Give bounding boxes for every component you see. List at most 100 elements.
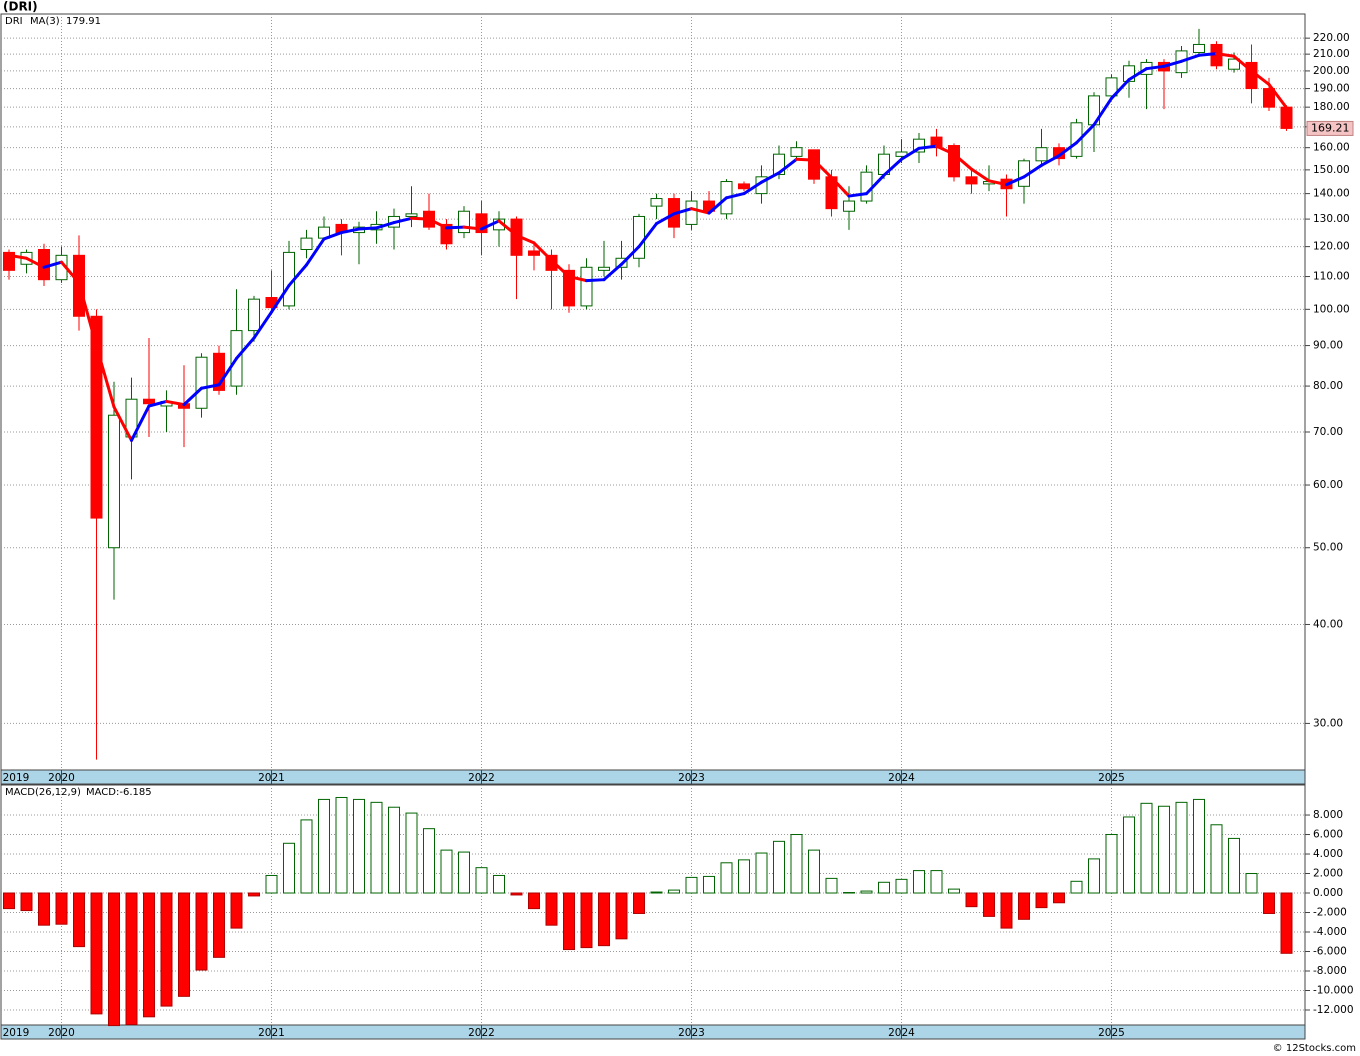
macd-bar <box>720 862 733 894</box>
ma-segment <box>760 171 781 184</box>
ma-segment <box>707 196 728 215</box>
candle-body <box>913 138 925 153</box>
macd-bar <box>965 892 978 908</box>
macd-bar <box>1158 805 1170 894</box>
x-tick-label: 2020 <box>48 772 75 784</box>
macd-bar <box>20 892 33 912</box>
ma-segment <box>637 222 658 249</box>
ma-segment <box>182 386 203 407</box>
macd-bar <box>510 892 523 896</box>
macd-bar <box>913 870 925 894</box>
macd-bar <box>563 892 575 951</box>
candle-body <box>90 315 103 519</box>
ma-segment <box>340 227 361 235</box>
macd-bar <box>388 806 400 894</box>
y-tick-label: 220.00 <box>1313 32 1350 44</box>
ma-segment <box>7 253 28 260</box>
macd-bar <box>1123 816 1135 894</box>
macd-bar <box>160 892 173 1007</box>
y-tick-label: 160.00 <box>1313 142 1350 154</box>
candle-body <box>108 414 120 549</box>
ma-segment <box>42 260 63 269</box>
macd-bar <box>1175 801 1188 894</box>
macd-bar <box>685 876 698 894</box>
macd-bar <box>318 798 330 894</box>
y-tick-label: 4.000 <box>1313 848 1343 860</box>
macd-bar <box>1193 798 1205 894</box>
x-tick-label: 2024 <box>888 772 915 784</box>
ma-segment <box>1127 67 1148 82</box>
y-tick-label: 130.00 <box>1313 213 1350 225</box>
candle-body <box>475 213 488 234</box>
candle-body <box>563 269 575 307</box>
macd-bar <box>38 892 50 926</box>
y-tick-label: 60.00 <box>1313 479 1343 491</box>
ma-segment <box>77 281 98 348</box>
y-tick-label: -4.000 <box>1313 926 1347 938</box>
y-tick-label: 50.00 <box>1313 542 1343 554</box>
x-tick-label: 2023 <box>678 772 705 784</box>
ma-segment <box>200 383 221 390</box>
macd-bar <box>1000 892 1013 929</box>
macd-bar <box>493 874 505 894</box>
macd-bar <box>353 798 365 894</box>
candle-body <box>213 352 225 391</box>
macd-bar <box>1280 892 1293 954</box>
ma-segment <box>567 275 588 283</box>
y-tick-label: 8.000 <box>1313 809 1343 821</box>
candle-body <box>650 198 663 207</box>
macd-bar <box>948 888 960 894</box>
ma-segment <box>1005 175 1026 187</box>
macd-bar <box>108 892 120 1027</box>
macd-bar <box>1210 824 1223 894</box>
ma-segment <box>375 221 396 230</box>
macd-bar <box>73 892 85 948</box>
macd-bar <box>545 892 558 926</box>
ma-segment <box>952 152 973 171</box>
ma-segment <box>25 256 46 269</box>
macd-bar <box>755 852 768 894</box>
macd-bar <box>440 849 453 894</box>
macd-bar <box>1070 880 1083 894</box>
macd-bar <box>528 892 540 910</box>
macd-bar <box>1053 892 1065 904</box>
ma-segment <box>462 225 483 231</box>
legend-value: MACD:-6.185 <box>86 787 152 798</box>
macd-bar <box>633 892 645 914</box>
macd-bar <box>650 891 663 894</box>
macd-bar <box>125 892 138 1026</box>
ma-segment <box>1040 154 1061 167</box>
ma-segment <box>830 176 851 198</box>
y-tick-label: 80.00 <box>1313 380 1343 392</box>
y-tick-label: 6.000 <box>1313 829 1343 841</box>
macd-bar <box>580 892 593 949</box>
candle-body <box>248 298 260 332</box>
ma-segment <box>445 225 466 230</box>
ma-segment <box>497 219 518 237</box>
y-tick-label: 110.00 <box>1313 271 1350 283</box>
macd-bar <box>825 877 838 894</box>
ma-segment <box>1215 52 1236 58</box>
macd-bar <box>790 834 803 894</box>
y-tick-label: 100.00 <box>1313 303 1350 315</box>
ma-segment <box>95 344 116 409</box>
date-bar <box>0 1024 1306 1040</box>
macd-bar <box>808 849 820 894</box>
x-tick-label: 2025 <box>1098 1027 1125 1039</box>
macd-bar <box>335 796 348 894</box>
macd-bar <box>930 870 943 894</box>
candle-body <box>440 223 453 245</box>
y-tick-label: 150.00 <box>1313 164 1350 176</box>
candle-body <box>1070 122 1083 157</box>
macd-bar <box>878 881 890 894</box>
y-tick-label: 180.00 <box>1313 101 1350 113</box>
y-tick-label: 120.00 <box>1313 241 1350 253</box>
ma-segment <box>1092 96 1113 127</box>
candle-body <box>1263 88 1275 108</box>
macd-bar <box>55 892 68 925</box>
ma-segment <box>865 173 886 196</box>
y-tick-label: 0.000 <box>1313 887 1343 899</box>
macd-bar <box>738 859 750 894</box>
candle-body <box>598 266 610 271</box>
x-tick-label: 2020 <box>48 1027 75 1039</box>
